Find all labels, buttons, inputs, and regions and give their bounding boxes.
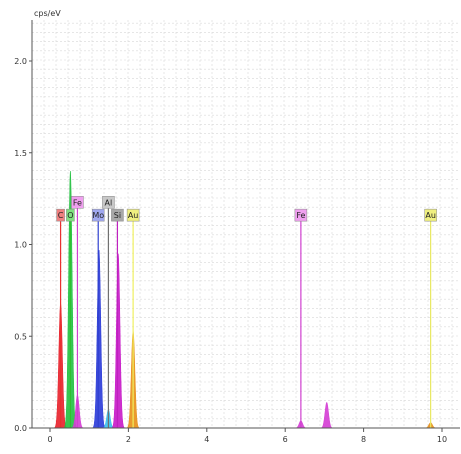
element-label-o: O [67, 211, 73, 220]
element-label-au: Au [425, 211, 436, 220]
element-label-c: C [58, 211, 64, 220]
y-tick-label: 2.0 [14, 57, 27, 66]
axes [31, 20, 460, 429]
element-label-box-fe [71, 196, 84, 209]
element-label-box-c [56, 208, 65, 222]
element-label-mo: Mo [92, 211, 104, 220]
element-label-box-mo [91, 208, 105, 222]
y-tick-label: 1.5 [14, 149, 27, 158]
x-tick-label: 2 [126, 435, 131, 444]
element-label-si: Si [114, 211, 121, 220]
y-axis-unit-label: cps/eV [34, 9, 61, 18]
x-tick-label: 8 [361, 435, 366, 444]
y-tick-label: 1.0 [14, 241, 27, 250]
x-tick-label: 6 [283, 435, 288, 444]
element-label-box-au [424, 208, 437, 222]
element-label-box-si [111, 208, 124, 222]
element-label-box-al [102, 196, 115, 209]
peak-mo [91, 249, 107, 429]
element-label-fe: Fe [73, 198, 82, 207]
element-label-box-au [126, 208, 140, 222]
grid-lines [32, 20, 460, 428]
y-tick-label: 0.0 [14, 424, 27, 433]
y-tick-label: 0.5 [14, 332, 27, 341]
axis-ticks: 0 2 4 6 8 10 0.0 0.5 1.0 1.5 2.0 [14, 57, 447, 444]
x-tick-label: 10 [437, 435, 447, 444]
x-tick-label: 0 [47, 435, 52, 444]
element-label-box-o [66, 208, 75, 222]
x-tick-label: 4 [204, 435, 209, 444]
element-label-au: Au [128, 211, 139, 220]
peak-si [110, 253, 126, 429]
element-label-al: Al [105, 198, 113, 207]
element-label-box-fe [294, 208, 308, 222]
element-label-fe: Fe [296, 211, 305, 220]
